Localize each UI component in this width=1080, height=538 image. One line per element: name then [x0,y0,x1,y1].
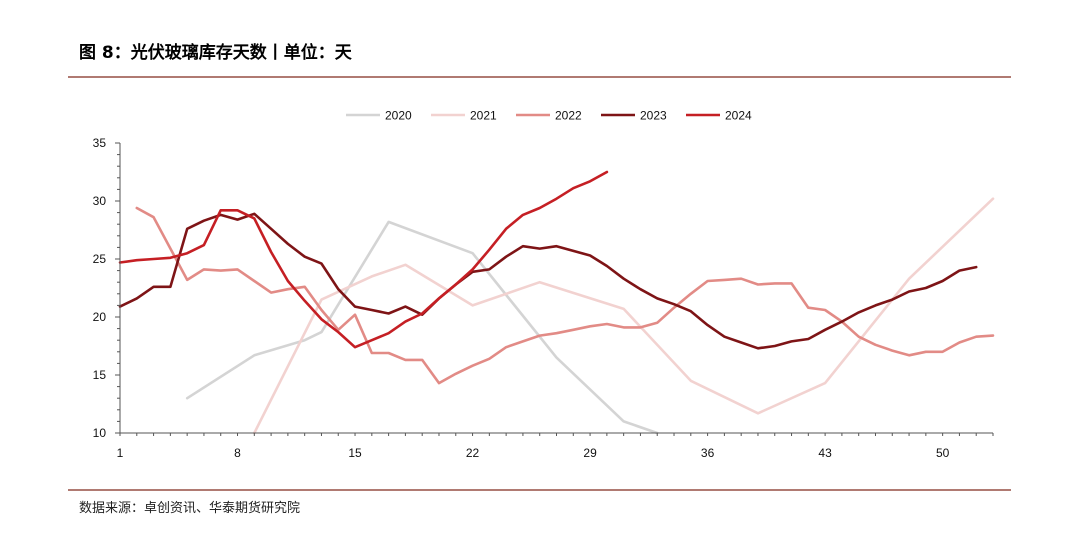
x-tick-label: 8 [234,446,241,460]
x-tick-label: 36 [701,446,715,460]
source-note: 数据来源：卓创资讯、华泰期货研究院 [79,501,301,516]
legend-label: 2022 [555,109,582,123]
series-line-2024 [118,170,609,349]
y-tick-label: 15 [93,368,107,382]
x-tick-label: 29 [583,446,597,460]
y-tick-label: 35 [93,136,107,150]
y-tick-label: 25 [93,252,107,266]
legend-label: 2024 [725,109,752,123]
title-divider [68,76,1011,78]
page-title: 图 8：光伏玻璃库存天数丨单位：天 [79,43,352,63]
axes: 10 15 20 25 30 35 1 8 15 22 29 36 43 50 [93,136,994,460]
series-line-2020 [185,220,659,435]
y-tick-label: 30 [93,194,107,208]
series-line-2022 [135,206,995,385]
series-line-2021 [253,197,995,435]
y-tick-label: 20 [93,310,107,324]
x-tick-label: 15 [348,446,362,460]
legend-label: 2021 [470,109,497,123]
x-tick-label: 43 [818,446,832,460]
x-tick-label: 50 [936,446,950,460]
series-layer [118,170,995,435]
y-tick-label: 10 [93,426,107,440]
legend: 2020 2021 2022 2023 2024 [346,109,752,123]
x-tick-label: 1 [117,446,124,460]
series-line-2023 [118,212,978,350]
legend-label: 2020 [385,109,412,123]
x-tick-label: 22 [466,446,480,460]
footer-divider [68,489,1011,491]
legend-label: 2023 [640,109,667,123]
